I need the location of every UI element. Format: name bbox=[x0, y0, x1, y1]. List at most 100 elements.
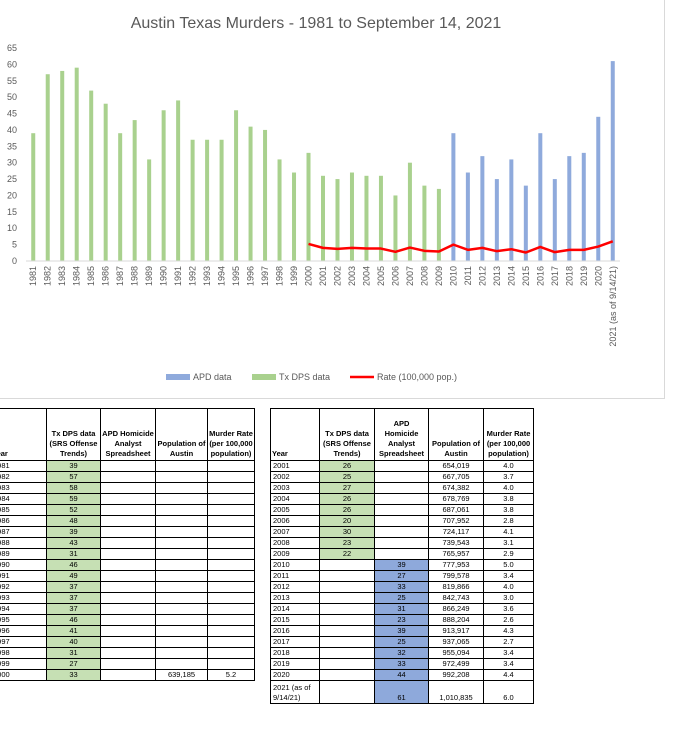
table-body: 2001 26 654,019 4.0 2002 25 667,705 3.7 2003 27 67… bbox=[270, 460, 534, 704]
x-tick-label: 2004 bbox=[361, 266, 371, 286]
table-row: 2004 26 678,769 3.8 bbox=[270, 493, 534, 505]
x-tick-label: 2001 bbox=[318, 266, 328, 286]
cell-year: 1999 bbox=[0, 658, 47, 670]
cell-population: 955,094 bbox=[428, 647, 484, 659]
table-header-row: Year Tx DPS data (SRS Offense Trends) AP… bbox=[270, 408, 534, 461]
col-header-murder-rate: Murder Rate (per 100,000 population) bbox=[207, 408, 255, 461]
cell-population bbox=[155, 592, 208, 604]
x-tick-label: 1987 bbox=[115, 266, 125, 286]
y-tick-label: 20 bbox=[7, 190, 17, 200]
cell-tx-dps: 33 bbox=[46, 669, 101, 681]
x-tick-label: 1986 bbox=[101, 266, 111, 286]
table-row: 199927 bbox=[0, 658, 255, 670]
cell-apd bbox=[100, 559, 156, 571]
cell-year: 2004 bbox=[270, 493, 320, 505]
x-tick-label: 2000 bbox=[304, 266, 314, 286]
y-tick-label: 30 bbox=[7, 158, 17, 168]
y-tick-label: 55 bbox=[7, 76, 17, 86]
bar-apd-data-2021 bbox=[610, 61, 615, 261]
cell-tx-dps bbox=[319, 581, 375, 593]
table-row: 2018 32 955,094 3.4 bbox=[270, 647, 534, 659]
cell-tx-dps: 26 bbox=[319, 504, 375, 516]
cell-apd bbox=[374, 548, 429, 560]
x-tick-label: 1984 bbox=[72, 266, 82, 286]
cell-apd bbox=[100, 515, 156, 527]
cell-murder-rate bbox=[207, 515, 255, 527]
chart-area: Austin Texas Murders - 1981 to September… bbox=[0, 0, 665, 399]
cell-tx-dps: 37 bbox=[46, 603, 101, 615]
cell-murder-rate bbox=[207, 471, 255, 483]
cell-murder-rate bbox=[207, 559, 255, 571]
cell-tx-dps bbox=[319, 559, 375, 571]
cell-tx-dps: 30 bbox=[319, 526, 375, 538]
bar-tx-dps-data-1998 bbox=[277, 159, 282, 261]
x-tick-label: 2008 bbox=[419, 266, 429, 286]
cell-murder-rate bbox=[207, 504, 255, 516]
cell-murder-rate bbox=[207, 592, 255, 604]
legend-label-tx-dps-data: Tx DPS data bbox=[279, 372, 330, 382]
x-tick-label: 1990 bbox=[159, 266, 169, 286]
cell-year: 2008 bbox=[270, 537, 320, 549]
cell-apd bbox=[100, 603, 156, 615]
cell-tx-dps bbox=[319, 680, 375, 704]
cell-tx-dps: 20 bbox=[319, 515, 375, 527]
bar-tx-dps-data-2001 bbox=[321, 175, 325, 261]
x-tick-label: 1996 bbox=[246, 266, 256, 286]
table-row: 199046 bbox=[0, 559, 255, 571]
cell-murder-rate: 3.6 bbox=[483, 603, 534, 615]
bar-apd-data-2018 bbox=[567, 156, 572, 261]
cell-population bbox=[155, 504, 208, 516]
table-row: 2008 23 739,543 3.1 bbox=[270, 537, 534, 549]
table-row: 2012 33 819,866 4.0 bbox=[270, 581, 534, 593]
cell-population: 667,705 bbox=[428, 471, 484, 483]
cell-year: 1988 bbox=[0, 537, 47, 549]
cell-apd bbox=[100, 592, 156, 604]
cell-year: 1981 bbox=[0, 460, 47, 472]
cell-apd: 23 bbox=[374, 614, 429, 626]
cell-murder-rate: 3.1 bbox=[483, 537, 534, 549]
cell-population bbox=[155, 625, 208, 637]
cell-population: 674,382 bbox=[428, 482, 484, 494]
y-tick-label: 40 bbox=[7, 125, 17, 135]
bar-apd-data-2011 bbox=[465, 172, 470, 261]
cell-population: 888,204 bbox=[428, 614, 484, 626]
bar-tx-dps-data-1999 bbox=[292, 172, 297, 261]
col-header-population: Population of Austin bbox=[428, 408, 484, 461]
cell-population bbox=[155, 548, 208, 560]
cell-year: 2015 bbox=[270, 614, 320, 626]
cell-murder-rate: 2.6 bbox=[483, 614, 534, 626]
cell-year: 1998 bbox=[0, 647, 47, 659]
y-tick-label: 10 bbox=[7, 223, 17, 233]
cell-murder-rate: 4.0 bbox=[483, 482, 534, 494]
cell-year: 1990 bbox=[0, 559, 47, 571]
cell-year: 2018 bbox=[270, 647, 320, 659]
bar-tx-dps-data-2003 bbox=[349, 172, 354, 261]
cell-tx-dps bbox=[319, 636, 375, 648]
rate-line-layer bbox=[308, 240, 614, 254]
cell-population: 654,019 bbox=[428, 460, 484, 472]
y-axis: 0 5 10 15 20 25 30 35 40 45 50 55 60 65 bbox=[7, 43, 17, 266]
cell-tx-dps bbox=[319, 647, 375, 659]
x-tick-label: 2009 bbox=[434, 266, 444, 286]
cell-population bbox=[155, 614, 208, 626]
cell-apd bbox=[100, 548, 156, 560]
x-tick-label: 2017 bbox=[550, 266, 560, 286]
col-header-apd: APD Homicide Analyst Spreadsheet bbox=[100, 408, 156, 461]
bar-tx-dps-data-2006 bbox=[393, 195, 398, 261]
murders-chart: Austin Texas Murders - 1981 to September… bbox=[7, 15, 620, 382]
table-row: 198648 bbox=[0, 515, 255, 527]
y-tick-label: 60 bbox=[7, 59, 17, 69]
bar-apd-data-2017 bbox=[552, 179, 557, 261]
cell-year: 2014 bbox=[270, 603, 320, 615]
x-tick-label: 1998 bbox=[275, 266, 285, 286]
bar-tx-dps-data-1992 bbox=[190, 139, 195, 261]
cell-apd: 39 bbox=[374, 559, 429, 571]
legend-label-apd-data: APD data bbox=[193, 372, 232, 382]
cell-population bbox=[155, 647, 208, 659]
table-header-row: Year Tx DPS data (SRS Offense Trends) AP… bbox=[0, 408, 255, 461]
cell-apd: 31 bbox=[374, 603, 429, 615]
bar-tx-dps-data-1993 bbox=[205, 139, 210, 261]
x-tick-label: 1994 bbox=[217, 266, 227, 286]
x-tick-label: 1992 bbox=[188, 266, 198, 286]
